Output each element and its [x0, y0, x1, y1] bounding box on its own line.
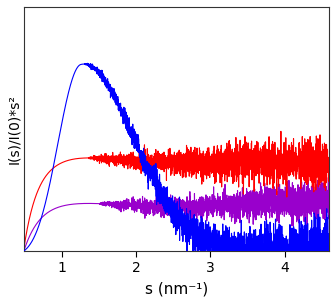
X-axis label: s (nm⁻¹): s (nm⁻¹) [145, 281, 208, 296]
Y-axis label: I(s)/I(0)*s²: I(s)/I(0)*s² [7, 94, 21, 164]
